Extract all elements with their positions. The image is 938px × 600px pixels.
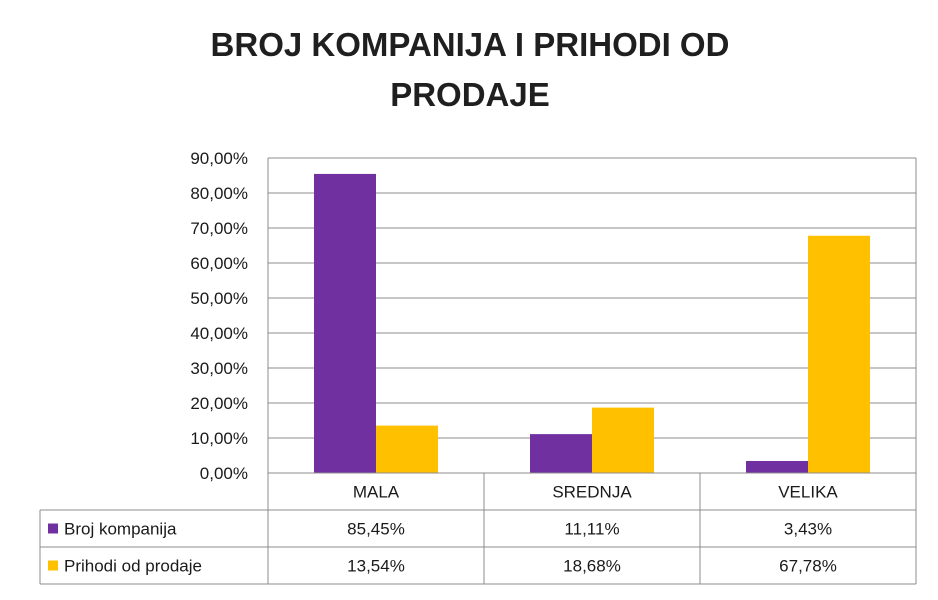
x-category-label: VELIKA: [778, 483, 838, 502]
y-axis-ticks: 0,00% 10,00% 20,00% 30,00% 40,00% 50,00% 60,00…: [190, 149, 248, 483]
bars: [314, 173, 870, 474]
y-tick-label: 30,00%: [190, 359, 248, 378]
legend-series-name: Broj kompanija: [64, 520, 177, 539]
x-category-label: MALA: [353, 483, 400, 502]
y-tick-label: 90,00%: [190, 149, 248, 168]
data-table-value: 13,54%: [347, 557, 405, 576]
x-category-label: SREDNJA: [552, 483, 632, 502]
bar-prihodi-od-prodaje-velika: [808, 235, 870, 473]
bar-broj-kompanija-velika: [746, 460, 808, 473]
data-table: MALA SREDNJA VELIKA Broj kompanija 85,45% 11,…: [39, 158, 917, 585]
bar-prihodi-od-prodaje-mala: [376, 425, 438, 473]
bar-broj-kompanija-srednja: [530, 434, 592, 473]
y-tick-label: 20,00%: [190, 394, 248, 413]
y-tick-label: 80,00%: [190, 184, 248, 203]
y-tick-label: 10,00%: [190, 429, 248, 448]
y-tick-label: 50,00%: [190, 289, 248, 308]
y-tick-label: 0,00%: [200, 464, 248, 483]
data-table-value: 67,78%: [779, 557, 837, 576]
y-tick-label: 40,00%: [190, 324, 248, 343]
bar-broj-kompanija-mala: [314, 173, 376, 474]
y-tick-label: 70,00%: [190, 219, 248, 238]
y-tick-label: 60,00%: [190, 254, 248, 273]
legend-series-name: Prihodi od prodaje: [64, 557, 202, 576]
chart-title: BROJ KOMPANIJA I PRIHODI OD PRODAJE: [210, 26, 730, 113]
data-table-value: 11,11%: [564, 520, 619, 539]
data-table-value: 3,43%: [784, 520, 832, 539]
legend-swatch: [48, 523, 58, 534]
legend-swatch: [48, 560, 58, 571]
data-table-value: 85,45%: [347, 520, 405, 539]
bar-prihodi-od-prodaje-srednja: [592, 407, 654, 473]
data-table-value: 18,68%: [563, 557, 621, 576]
